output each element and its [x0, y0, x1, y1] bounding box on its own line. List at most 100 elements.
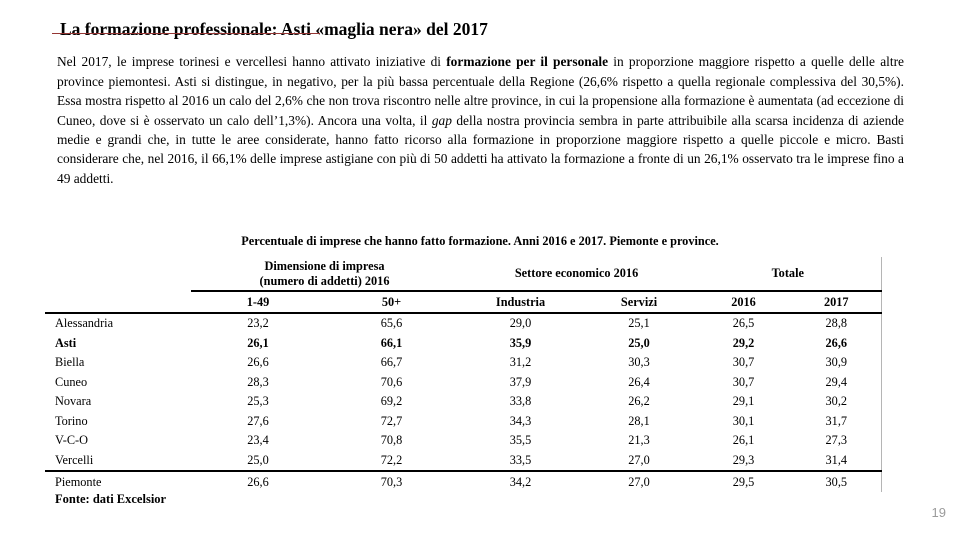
value-cell: 31,4 — [825, 452, 848, 467]
row-label: Asti — [55, 335, 77, 350]
column-header-servizi: Servizi — [583, 291, 696, 314]
table-corner-cell — [45, 257, 191, 291]
value-cell: 69,2 — [380, 394, 403, 409]
value-cell: 70,8 — [380, 433, 403, 448]
paragraph-bold-phrase: formazione per il personale — [446, 54, 609, 70]
column-group-settore: Settore economico 2016 — [458, 257, 696, 292]
table-caption: Percentuale di imprese che hanno fatto f… — [241, 234, 719, 248]
row-label: Novara — [55, 394, 92, 409]
table-row: V-C-O 23,4 70,8 35,5 21,3 26,1 27,3 — [45, 431, 881, 451]
table-subheader-empty — [45, 291, 191, 314]
value-cell: 35,9 — [509, 335, 532, 350]
value-cell: 66,1 — [380, 335, 403, 350]
value-cell: 30,2 — [825, 394, 848, 409]
column-group-dimensione: Dimensione di impresa (numero di addetti… — [191, 257, 459, 292]
value-cell: 30,7 — [732, 355, 755, 370]
value-cell: 27,3 — [825, 433, 848, 448]
value-cell: 33,5 — [509, 452, 532, 467]
value-cell: 26,5 — [732, 316, 755, 331]
value-cell: 28,3 — [247, 374, 269, 389]
row-label: Torino — [55, 413, 88, 428]
value-cell: 26,1 — [247, 335, 269, 350]
value-cell: 31,2 — [509, 355, 532, 370]
title-accent-rule — [52, 33, 320, 34]
column-header-1-49: 1-49 — [191, 291, 325, 314]
value-cell: 25,3 — [247, 394, 269, 409]
value-cell: 70,6 — [380, 374, 403, 389]
value-cell: 28,1 — [628, 413, 650, 428]
value-cell: 26,6 — [247, 355, 269, 370]
value-cell: 30,1 — [732, 413, 755, 428]
value-cell: 31,7 — [825, 413, 848, 428]
value-cell: 26,6 — [825, 335, 848, 350]
value-cell: 27,0 — [583, 470, 696, 492]
value-cell: 33,8 — [509, 394, 532, 409]
table-group-header-row: Dimensione di impresa (numero di addetti… — [45, 257, 882, 292]
value-cell: 30,3 — [628, 355, 650, 370]
training-stats-table: Dimensione di impresa (numero di addetti… — [45, 257, 882, 492]
paragraph-text: della nostra provincia sembra in parte a… — [57, 112, 904, 186]
table-subheader-row: 1-49 50+ Industria Servizi 2016 2017 — [45, 291, 882, 314]
value-cell: 35,5 — [509, 433, 532, 448]
column-group-label: Dimensione di impresa — [264, 258, 385, 273]
value-cell: 37,9 — [509, 374, 532, 389]
value-cell: 30,9 — [825, 355, 848, 370]
row-label: Piemonte — [45, 470, 191, 492]
value-cell: 25,1 — [628, 316, 650, 331]
column-header-2016: 2016 — [695, 291, 793, 314]
page-title: La formazione professionale: Asti «magli… — [60, 18, 488, 39]
table-row: Cuneo 28,3 70,6 37,9 26,4 30,7 29,4 — [45, 373, 881, 393]
value-cell: 66,7 — [380, 355, 403, 370]
value-cell: 26,6 — [191, 470, 325, 492]
column-group-label: (numero di addetti) 2016 — [259, 273, 390, 288]
table-row: Torino 27,6 72,7 34,3 28,1 30,1 31,7 — [45, 412, 881, 432]
table-row: Alessandria 23,2 65,6 29,0 25,1 26,5 28,8 — [45, 313, 881, 334]
value-cell: 34,3 — [509, 413, 532, 428]
value-cell: 70,3 — [325, 470, 459, 492]
paragraph-italic-word: gap — [431, 112, 452, 128]
value-cell: 26,4 — [628, 374, 650, 389]
body-paragraph: Nel 2017, le imprese torinesi e vercelle… — [57, 52, 904, 188]
value-cell: 34,2 — [458, 470, 584, 492]
page-number: 19 — [931, 505, 946, 520]
value-cell: 30,5 — [792, 470, 882, 492]
column-header-industria: Industria — [458, 291, 584, 314]
value-cell: 72,2 — [380, 452, 403, 467]
table-row: Biella 26,6 66,7 31,2 30,3 30,7 30,9 — [45, 353, 881, 373]
value-cell: 29,1 — [732, 394, 755, 409]
value-cell: 72,7 — [380, 413, 403, 428]
value-cell: 30,7 — [732, 374, 755, 389]
row-label: Alessandria — [55, 316, 114, 331]
value-cell: 29,2 — [732, 335, 755, 350]
column-header-2017: 2017 — [792, 291, 882, 314]
value-cell: 29,0 — [509, 316, 532, 331]
value-cell: 28,8 — [825, 316, 848, 331]
paragraph-text: in proporzione maggiore rispetto a quell… — [57, 54, 904, 128]
value-cell: 23,2 — [247, 316, 269, 331]
value-cell: 21,3 — [628, 433, 650, 448]
paragraph-text: Nel 2017, le imprese torinesi e vercelle… — [57, 54, 447, 70]
column-header-50plus: 50+ — [325, 291, 459, 314]
table-row: Vercelli 25,0 72,2 33,5 27,0 29,3 31,4 — [45, 451, 881, 472]
column-group-totale: Totale — [695, 257, 882, 292]
row-label: Vercelli — [55, 452, 94, 467]
value-cell: 25,0 — [247, 452, 269, 467]
value-cell: 26,2 — [628, 394, 650, 409]
value-cell: 26,1 — [732, 433, 755, 448]
table-row: Novara 25,3 69,2 33,8 26,2 29,1 30,2 — [45, 392, 881, 412]
value-cell: 27,0 — [628, 452, 650, 467]
value-cell: 29,5 — [695, 470, 793, 492]
source-note: Fonte: dati Excelsior — [55, 492, 167, 506]
table-row: Piemonte 26,6 70,3 34,2 27,0 29,5 30,5 — [45, 470, 882, 492]
value-cell: 27,6 — [247, 413, 269, 428]
value-cell: 65,6 — [380, 316, 403, 331]
value-cell: 25,0 — [628, 335, 650, 350]
value-cell: 29,3 — [732, 452, 755, 467]
row-label: Biella — [55, 355, 85, 370]
value-cell: 29,4 — [825, 374, 848, 389]
row-label: V-C-O — [55, 433, 89, 448]
value-cell: 23,4 — [247, 433, 269, 448]
table-row: Asti 26,1 66,1 35,9 25,0 29,2 26,6 — [45, 334, 881, 354]
row-label: Cuneo — [55, 374, 88, 389]
